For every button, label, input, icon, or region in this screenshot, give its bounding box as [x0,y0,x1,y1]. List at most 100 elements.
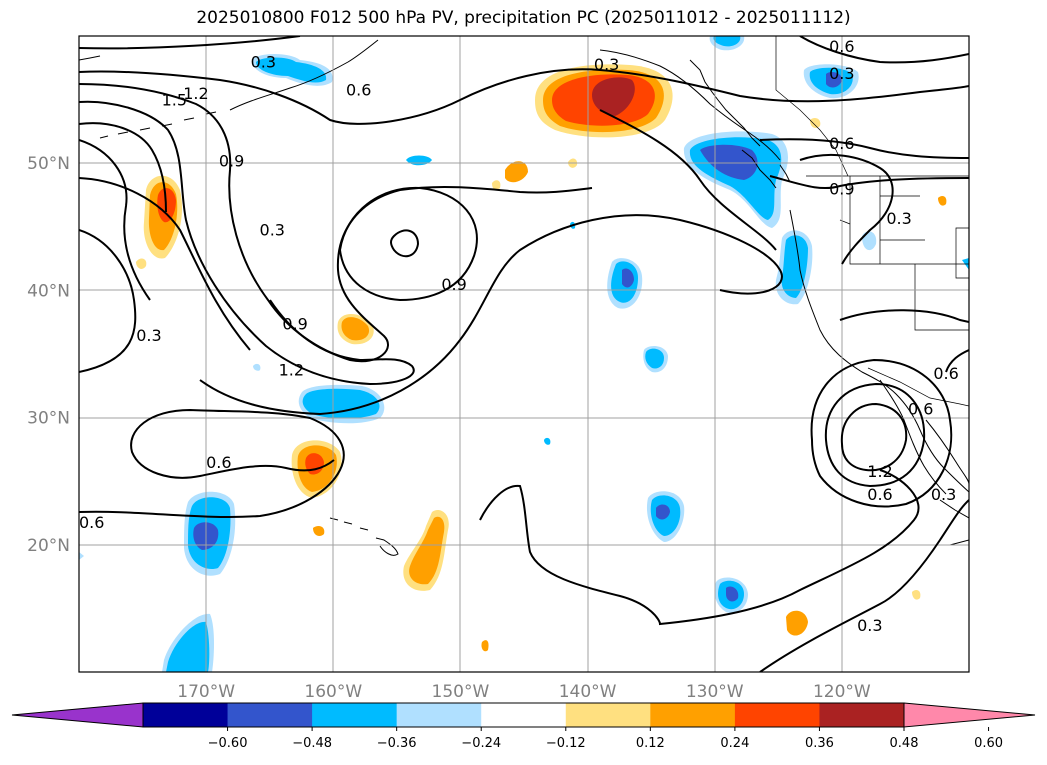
contour-label: 0.3 [260,220,285,239]
contour-label: 0.9 [282,314,307,333]
contour-label: 0.3 [829,64,854,83]
contour-label: 0.9 [441,275,466,294]
colorbar-swatch [734,703,820,727]
colorbar-swatch [481,703,567,727]
colorbar-tick-label: −0.60 [208,736,248,751]
contour-label: 0.9 [219,152,244,171]
contour-label: 0.3 [594,55,619,74]
precip-negative-blob-bottom-left-mid [166,621,210,672]
contour-label: 0.6 [933,364,958,383]
colorbar-tick-label: 0.60 [974,736,1003,751]
contour-label: 0.3 [931,485,956,504]
chart-title: 2025010800 F012 500 hPa PV, precipitatio… [196,8,851,28]
pv-contour-0.3-se [759,499,969,672]
pv-contour-gulf-ring [599,109,777,251]
precip-negative-blob-bc-high [700,144,758,180]
precip-positive-spot-d [786,610,808,636]
contour-label: 1.2 [183,84,208,103]
border-us-mexico [867,367,969,407]
colorbar-tick-label: −0.48 [292,736,332,751]
colorbar-extend-low [11,702,144,728]
contour-label: 0.6 [79,513,104,532]
lon-tick-label: 120°W [813,682,871,702]
coastline-panhandle [689,59,761,147]
pv-contour-1.5-west [79,122,167,213]
precip-negative-spot-b [544,437,551,445]
colorbar-swatch [227,703,313,727]
colorbar-swatch [312,703,398,727]
precip-positive-spot-g [481,640,489,652]
coastline-siberia [79,55,101,61]
precip-shading [79,36,969,672]
coastline-hawaii [329,517,399,556]
contour-label: 0.6 [867,485,892,504]
contour-label: 1.2 [867,462,892,481]
coastlines [79,39,969,556]
pv-contour-0.3-mid-pacific [479,469,920,626]
contour-label: 1.2 [279,360,304,379]
contour-label: 0.3 [857,616,882,635]
colorbar-extend-high [903,702,1036,728]
axis-ticks: 170°W 160°W 150°W 140°W 130°W 120°W 20°N 30°N 40… [27,154,871,702]
lat-tick-label: 20°N [27,536,70,556]
pv-contour-ne-0.9 [769,175,969,190]
contour-label: 0.6 [206,453,231,472]
pv-contour-1.2-west [79,100,415,386]
precip-negative-blob-137w-high [622,268,634,288]
colorbar: −0.60 −0.48 −0.36 −0.24 −0.12 0.12 0.24 0.36 0.4… [11,702,1036,751]
coastline-alaska-peninsula [229,39,379,111]
pv-contour-1.2-cutoff [840,402,908,472]
contour-label: 0.3 [251,52,276,71]
precip-negative-blob-top-mid [713,36,741,47]
precip-positive-blob-157w-mid [341,317,370,341]
precip-negative-spot-f [79,552,84,560]
border-states-1 [849,176,969,265]
coastline-bc-islands [741,149,791,189]
precip-positive-spot-h [810,118,821,128]
pv-contour-mid-left [79,139,151,301]
coastline-alaska-south [599,49,781,161]
precip-negative-blob-north-high [826,72,842,88]
precip-negative-spot-a [406,155,432,166]
pv-contour-loop-center [390,229,420,258]
precip-positive-spot-j [912,590,921,600]
pv-contour-gulf-low [199,214,783,416]
colorbar-swatch [650,703,736,727]
political-borders [775,36,969,407]
contour-label: 0.6 [908,400,933,419]
coastline-mexico [925,419,969,546]
pv-contour-0.3-north [79,36,301,50]
precip-positive-spot-b [492,180,501,191]
grid-lines [79,36,969,672]
coastline-baja [879,379,947,495]
border-states-2 [879,176,969,331]
precip-positive-spot-a [505,161,528,183]
map-frame [78,35,970,673]
pv-contour-ne-0.3 [799,154,894,265]
lon-tick-label: 150°W [432,682,490,702]
contour-label: 0.6 [829,37,854,56]
colorbar-tick-label: −0.12 [546,736,586,751]
colorbar-tick-label: 0.12 [636,736,665,751]
pv-contour-0.9-center [338,186,478,302]
precip-negative-blob-24n-134w-high [656,504,670,520]
precip-positive-spot-i [938,196,947,206]
contour-label: 0.6 [829,134,854,153]
colorbar-swatch [565,703,651,727]
precip-positive-blob-gulf-alaska-max [592,77,635,116]
contour-label: 0.3 [886,209,911,228]
lat-tick-label: 50°N [27,154,70,174]
precip-positive-spot-f [313,526,325,536]
pv-contour-0.3-dateline [79,229,137,373]
precip-negative-blob-oregon-mid [781,235,808,298]
contour-labels: 0.60.31.51.20.30.90.60.30.90.91.20.60.30… [79,37,959,635]
pv-contour-0.6-north [79,68,969,125]
pv-contour-0.6-cutoff [810,358,953,508]
lon-tick-label: 170°W [177,682,235,702]
contour-label: 0.6 [346,80,371,99]
colorbar-swatch [396,703,482,727]
colorbar-swatch [143,703,229,727]
pv-contours [79,36,969,672]
precip-positive-blob-hawaii-mid [409,516,445,585]
precip-negative-blob-35n-135w-mid [645,348,664,369]
